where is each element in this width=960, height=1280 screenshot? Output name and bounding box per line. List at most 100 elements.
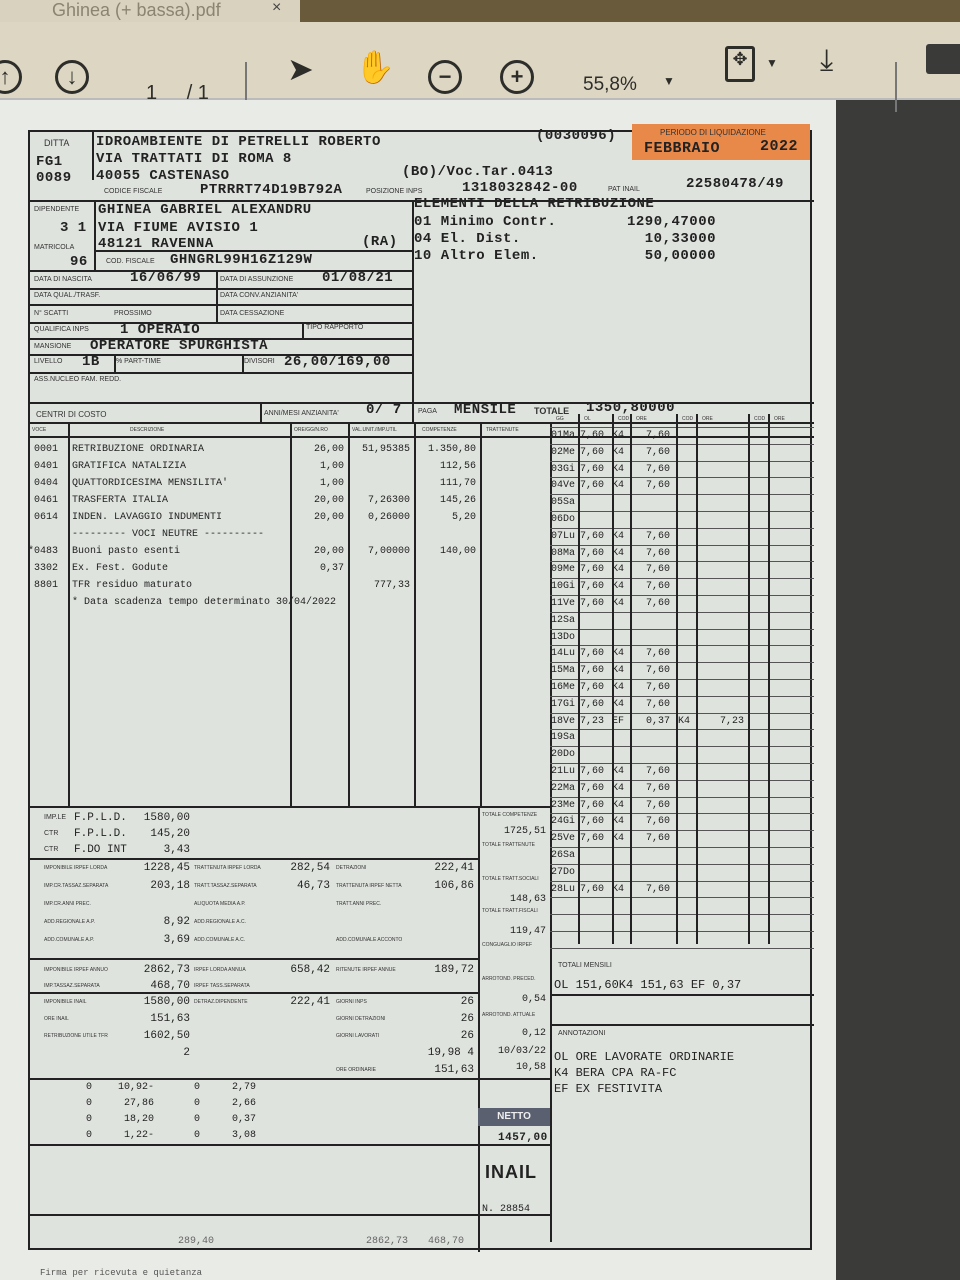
calendar-cell: K4 — [612, 581, 625, 593]
calendar-row: 20Do — [550, 747, 814, 764]
calendar-cell: 7,60 — [580, 883, 605, 895]
ditta-code: FG1 — [36, 154, 63, 170]
fisc: 119,47 — [509, 926, 546, 937]
zoom-in-icon[interactable]: + — [500, 60, 534, 94]
field-label: TRATT.ANNI PREC. — [336, 901, 382, 907]
field-value: 3,69 — [163, 934, 190, 946]
column-header: TRATTENUTE — [486, 427, 519, 433]
inps-label: POSIZIONE INPS — [366, 188, 423, 195]
hire-date: 01/08/21 — [322, 270, 394, 286]
ferie-value: 0 — [194, 1082, 201, 1093]
paga: MENSILE — [454, 402, 517, 418]
calendar-cell: 16Me — [551, 681, 576, 693]
calendar-header-cell: COD — [618, 416, 630, 422]
employee-name: GHINEA GABRIEL ALEXANDRU — [98, 202, 312, 218]
contrib-label: CTR — [44, 846, 59, 853]
ferie-value: 0 — [86, 1082, 93, 1093]
scatti-label: N° SCATTI — [34, 310, 69, 317]
inail-label: PAT INAIL — [608, 186, 640, 193]
select-cursor-icon[interactable]: ➤ — [287, 51, 314, 87]
calendar-cell: 21Lu — [551, 765, 576, 777]
contrib-value: 1580,00 — [143, 812, 190, 824]
calendar-cell: 7,60 — [580, 681, 605, 693]
zoom-out-icon[interactable]: − — [428, 60, 462, 94]
voce-qty: 1,00 — [319, 461, 344, 472]
calendar-cell: 06Do — [551, 513, 576, 525]
calendar-cell: EF — [612, 715, 625, 727]
page-input[interactable]: 1 — [140, 82, 164, 114]
arr-att: 0,12 — [521, 1028, 546, 1039]
calendar-cell: 20Do — [551, 749, 576, 761]
calendar-cell: K4 — [612, 833, 625, 845]
calendar-cell: 12Sa — [551, 614, 576, 626]
calendar-row: 06Do — [550, 512, 814, 529]
field-value: 2 — [183, 1047, 190, 1059]
calendar-cell: 7,60 — [580, 648, 605, 660]
calendar-row: 14Lu 7,60 K4 7,60 — [550, 646, 814, 664]
field-value: 19,98 4 — [427, 1047, 474, 1059]
contrib-label: IMP.LE — [44, 814, 67, 821]
calendar-row: 10Gi 7,60 K4 7,60 — [550, 579, 814, 596]
voce-unit: 51,95385 — [361, 444, 410, 455]
totale-label: TOTALE — [534, 406, 570, 416]
field-label: IMPONIBILE INAIL — [44, 999, 87, 1005]
field-value: 2862,73 — [143, 964, 190, 976]
netto-value: 1457,00 — [498, 1132, 548, 1144]
field-value: 203,18 — [150, 880, 190, 892]
calendar-cell: K4 — [612, 430, 625, 441]
calendar-cell: K4 — [612, 547, 625, 559]
voce-comp: 1.350,80 — [427, 444, 476, 455]
calendar-table: GG OL COD ORE COD ORE COD ORE 01Ma 7,60 K4 7,60 02Me… — [550, 414, 814, 949]
field-label: DETRAZ.DIPENDENTE — [194, 999, 248, 1005]
voce-code: 0461 — [34, 495, 59, 506]
download-icon[interactable]: ⤓ — [820, 44, 834, 77]
calendar-cell: 26Sa — [551, 849, 576, 861]
ditta-label: DITTA — [44, 138, 70, 148]
calendar-cell: 7,60 — [646, 782, 671, 794]
field-value: 1580,00 — [143, 996, 190, 1008]
document-tab[interactable]: Ghinea (+ bassa).pdf × — [0, 0, 300, 22]
tab-bar: Ghinea (+ bassa).pdf × — [0, 0, 960, 22]
calendar-cell: 7,60 — [580, 581, 605, 593]
totals-label: TOTALI MENSILI — [558, 962, 612, 969]
calendar-cell: 7,23 — [720, 715, 745, 727]
field-label: TRATTENUTA IRPEF LORDA — [194, 865, 261, 871]
field-label: IMP.CR.TASSAZ.SEPARATA — [44, 883, 109, 889]
divisori-label: DIVISORI — [244, 358, 275, 365]
birth-label: DATA DI NASCITA — [34, 276, 92, 283]
element-name: 01 Minimo Contr. — [414, 214, 557, 230]
calendar-cell: K4 — [612, 648, 625, 660]
chevron-down-icon[interactable]: ▼ — [766, 56, 778, 70]
calendar-header-cell: GG — [556, 416, 564, 422]
element-value: 1290,47000 — [626, 214, 716, 230]
voce-desc: TFR residuo maturato — [72, 580, 193, 591]
calendar-header-cell: COD — [754, 416, 766, 422]
calendar-cell: K4 — [612, 816, 625, 828]
hand-icon[interactable]: ✋ — [355, 49, 395, 85]
calendar-cell: 24Gi — [551, 816, 576, 828]
arrow-up-icon[interactable]: ↑ — [0, 60, 22, 94]
comment-icon[interactable] — [926, 44, 960, 74]
calendar-cell: 7,60 — [646, 446, 671, 458]
arrow-down-icon[interactable]: ↓ — [55, 60, 89, 94]
field-label: ORE INAIL — [44, 1016, 69, 1022]
calendar-row — [550, 898, 814, 916]
calendar-row: 17Gi 7,60 K4 7,60 — [550, 697, 814, 714]
field-label: ORE ORDINARIE — [336, 1067, 377, 1073]
calendar-cell: 7,60 — [646, 564, 671, 576]
close-tab-icon[interactable]: × — [272, 0, 282, 16]
hours: 10,58 — [515, 1062, 546, 1073]
fit-page-icon[interactable]: ✥ — [725, 46, 755, 82]
hire-label: DATA DI ASSUNZIONE — [220, 276, 294, 283]
employee-prov: (RA) — [362, 234, 398, 250]
voce-desc: QUATTORDICESIMA MENSILITA' — [72, 478, 229, 489]
calendar-cell: 03Gi — [551, 463, 576, 475]
voce-desc: --------- VOCI NEUTRE ---------- — [72, 529, 265, 540]
note: K4 BERA CPA RA-FC — [554, 1066, 677, 1080]
field-label: TRATT.TASSAZ.SEPARATA — [194, 883, 257, 889]
calendar-cell: 7,60 — [580, 547, 605, 559]
arr-prec-label: ARROTOND. PRECED. — [482, 976, 536, 982]
calendar-row: 15Ma 7,60 K4 7,60 — [550, 663, 814, 680]
field-label: GIORNI INPS — [336, 999, 367, 1005]
calendar-cell: K4 — [612, 665, 625, 677]
